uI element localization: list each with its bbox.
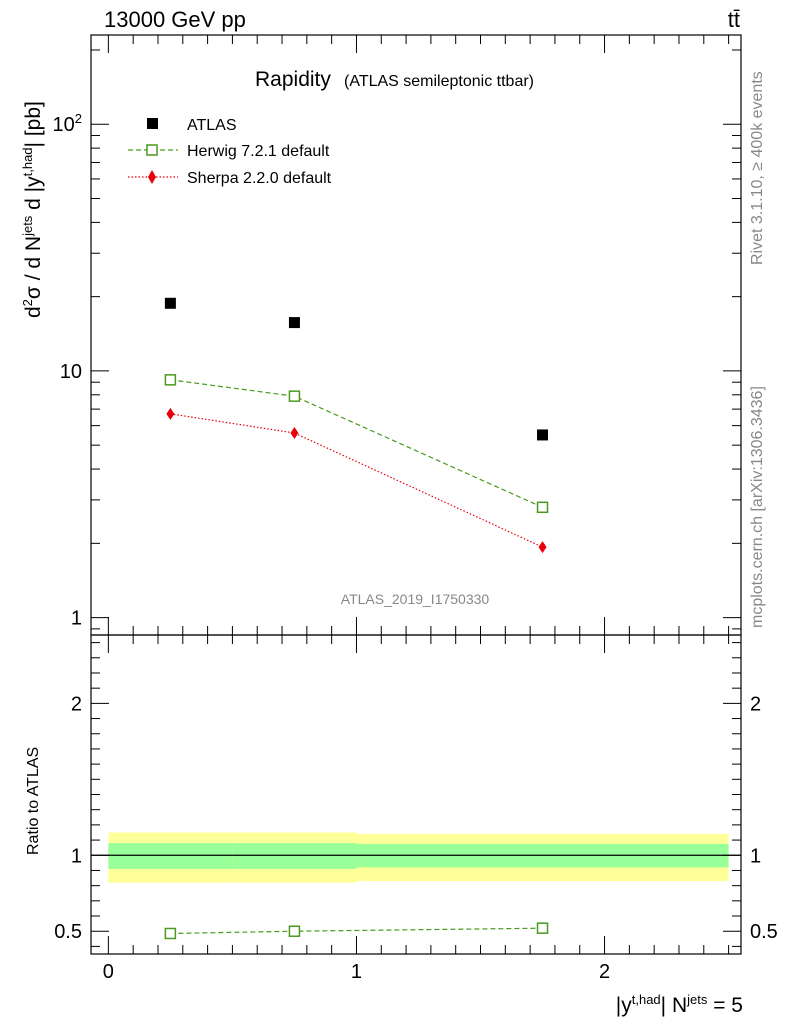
ratio-ylabel: Ratio to ATLAS — [25, 747, 42, 855]
ratio-y-tick-label-right: 2 — [750, 693, 761, 715]
series-line-2 — [170, 413, 543, 548]
uncertainty-band-inner — [108, 843, 233, 869]
data-point-sherpa — [290, 427, 299, 440]
data-point-atlas — [288, 317, 300, 329]
data-point-sherpa — [538, 541, 547, 554]
chart-title: Rapidity — [255, 68, 331, 91]
legend: ATLAS Herwig 7.2.1 default Sherpa 2.2.0 … — [128, 117, 332, 187]
x-tick-label: 1 — [351, 961, 362, 983]
ratio-y-tick-label-right: 1 — [750, 845, 761, 867]
watermark: ATLAS_2019_I1750330 — [341, 591, 490, 607]
ratio-point-herwig — [164, 927, 177, 940]
y-tick-label: 102 — [53, 111, 82, 136]
energy-label: 13000 GeV pp — [104, 7, 246, 32]
y-tick-label: 10 — [60, 361, 82, 383]
y-tick-label: 1 — [71, 608, 82, 630]
ratio-series — [164, 922, 549, 940]
legend-atlas-label: ATLAS — [187, 117, 237, 134]
legend-atlas-marker — [147, 118, 158, 129]
series-line-1 — [170, 379, 543, 508]
x-tick-label: 2 — [599, 961, 610, 983]
ratio-panel: 0.5 0.5 1 1 2 2 0 1 2 Ratio to ATLAS |yt,had| Nj… — [25, 634, 778, 1017]
main-series — [164, 297, 549, 554]
ratio-point-herwig — [288, 925, 301, 937]
ratio-y-tick-label: 0.5 — [54, 921, 82, 943]
data-point-herwig — [536, 501, 549, 514]
data-point-atlas — [537, 429, 549, 441]
ratio-series-line-0 — [170, 927, 543, 935]
ratio-frame — [90, 634, 742, 955]
x-tick-label: 0 — [103, 961, 114, 983]
legend-sherpa-marker — [148, 170, 156, 184]
ratio-y-tick-label: 1 — [71, 845, 82, 867]
main-ylabel: d2σ / d Njets d |yt,had| [pb] — [20, 101, 45, 318]
main-panel: 1 10 102 Rapidity (ATLAS semileptonic ttba… — [20, 34, 742, 636]
data-point-sherpa — [166, 407, 175, 420]
legend-herwig-label: Herwig 7.2.1 default — [187, 143, 330, 160]
ratio-point-herwig — [536, 922, 549, 934]
legend-herwig-marker — [146, 144, 158, 156]
ratio-axis-ticks: 0.5 0.5 1 1 2 2 0 1 2 — [54, 635, 778, 983]
mcplots-label: mcplots.cern.ch [arXiv:1306.3436] — [749, 386, 766, 628]
ratio-xlabel: |yt,had| Njets = 5 — [616, 992, 743, 1017]
main-axis-ticks: 1 10 102 — [53, 35, 741, 635]
data-point-herwig — [164, 374, 177, 386]
uncertainty-band-inner — [232, 843, 357, 869]
rivet-label: Rivet 3.1.10, ≥ 400k events — [749, 71, 766, 265]
data-point-herwig — [288, 390, 301, 402]
legend-sherpa-label: Sherpa 2.2.0 default — [187, 170, 332, 187]
process-label: tt̄ — [728, 7, 740, 32]
ratio-bands — [91, 832, 741, 883]
ratio-y-tick-label: 2 — [71, 693, 82, 715]
chart-subtitle: (ATLAS semileptonic ttbar) — [344, 73, 534, 90]
data-point-atlas — [164, 297, 176, 309]
ratio-y-tick-label-right: 0.5 — [750, 921, 778, 943]
